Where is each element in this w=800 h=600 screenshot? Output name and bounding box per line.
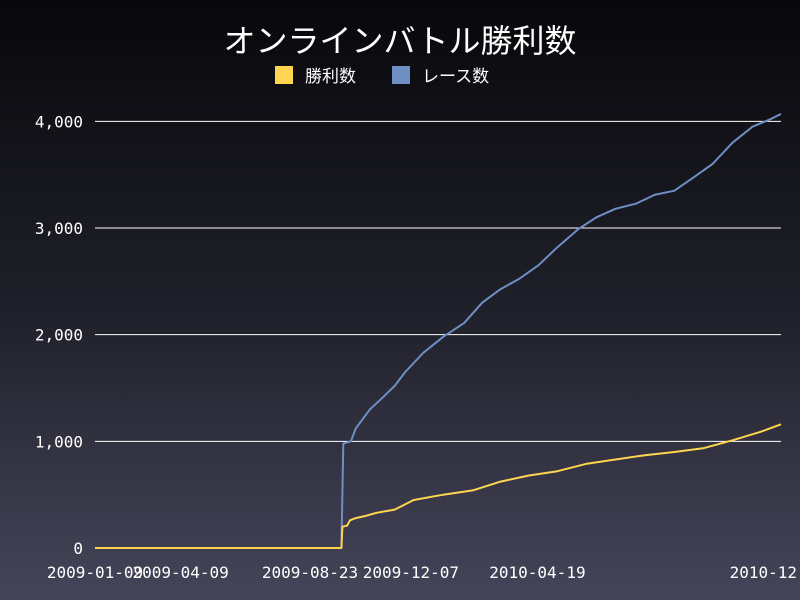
x-tick-label: 2009-08-23 bbox=[262, 563, 358, 582]
x-tick-label: 2010-04-19 bbox=[489, 563, 585, 582]
series-line-races bbox=[95, 113, 782, 549]
chart-title: オンラインバトル勝利数 bbox=[224, 22, 577, 60]
legend-label-wins: 勝利数 bbox=[305, 67, 356, 87]
legend: 勝利数 レース数 bbox=[275, 66, 489, 87]
legend-swatch-races bbox=[392, 66, 410, 84]
y-tick-label: 1,000 bbox=[35, 432, 83, 451]
y-tick-label: 3,000 bbox=[35, 219, 83, 238]
series-line-wins bbox=[95, 423, 782, 549]
y-tick-label: 0 bbox=[73, 539, 83, 558]
legend-label-races: レース数 bbox=[422, 67, 489, 87]
y-tick-label: 2,000 bbox=[35, 326, 83, 345]
x-tick-label: 2009-04-09 bbox=[132, 563, 228, 582]
y-tick-label: 4,000 bbox=[35, 112, 83, 131]
x-tick-label: 2009-01-09 bbox=[47, 563, 143, 582]
x-tick-label: 2009-12-07 bbox=[363, 563, 459, 582]
legend-swatch-wins bbox=[275, 66, 293, 84]
gridlines bbox=[95, 120, 781, 442]
x-tick-label: 2010-12 bbox=[730, 563, 797, 582]
y-axis-ticks: 0 1,000 2,000 3,000 4,000 bbox=[35, 112, 83, 558]
series-lines bbox=[95, 113, 782, 549]
